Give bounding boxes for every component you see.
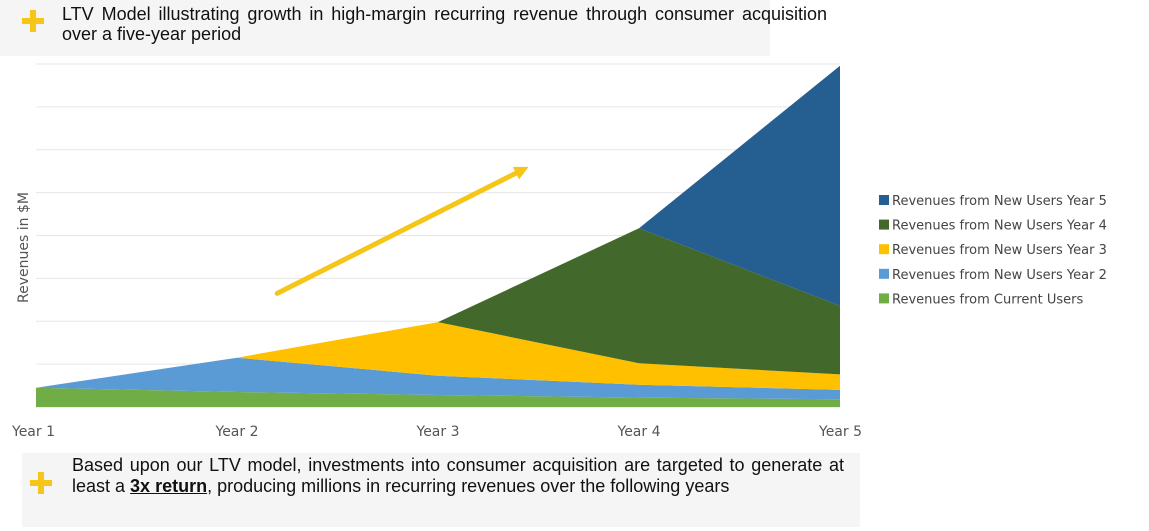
y-axis-label: Revenues in $M: [16, 192, 32, 303]
growth-arrow: [274, 166, 529, 296]
x-tick-label: Year 3: [416, 424, 460, 440]
legend-swatch: [879, 195, 889, 205]
area-series-5: [36, 65, 840, 388]
plus-icon: [22, 10, 44, 32]
chart-legend: Revenues from New Users Year 5 Revenues f…: [879, 194, 1107, 307]
footer-band: [22, 453, 860, 527]
chart-areas: [36, 65, 840, 407]
footer-emphasis: 3x return: [130, 475, 208, 496]
plus-icon: [30, 472, 52, 494]
x-tick-label: Year 2: [215, 424, 259, 440]
legend-label: Revenues from New Users Year 5: [892, 194, 1107, 209]
x-tick-label: Year 5: [818, 424, 862, 440]
area-series-4: [36, 228, 840, 388]
x-tick-label: Year 4: [617, 424, 661, 440]
legend-swatch: [879, 244, 889, 255]
legend-label: Revenues from New Users Year 2: [892, 268, 1107, 283]
arrow-shaft: [274, 170, 519, 296]
footer-text-after: , producing millions in recurring revenu…: [207, 475, 730, 496]
header-text: LTV Model illustrating growth in high-ma…: [62, 4, 827, 44]
legend-swatch: [879, 268, 889, 279]
legend-swatch: [879, 219, 889, 230]
area-series-3: [36, 322, 840, 390]
x-axis-ticks: Year 1 Year 2 Year 3 Year 4 Year 5: [11, 424, 862, 440]
legend-label: Revenues from New Users Year 4: [892, 219, 1107, 234]
footer-text-before: Based upon our LTV model, investments in…: [72, 455, 844, 496]
footer-text: Based upon our LTV model, investments in…: [72, 455, 844, 496]
area-series-1: [36, 387, 840, 407]
legend-label: Revenues from Current Users: [892, 292, 1083, 307]
header-band: [0, 0, 770, 56]
x-tick-label: Year 1: [11, 424, 55, 440]
legend-swatch: [879, 293, 889, 304]
arrow-head: [512, 166, 529, 180]
area-series-2: [36, 357, 840, 400]
legend-label: Revenues from New Users Year 3: [892, 243, 1107, 258]
